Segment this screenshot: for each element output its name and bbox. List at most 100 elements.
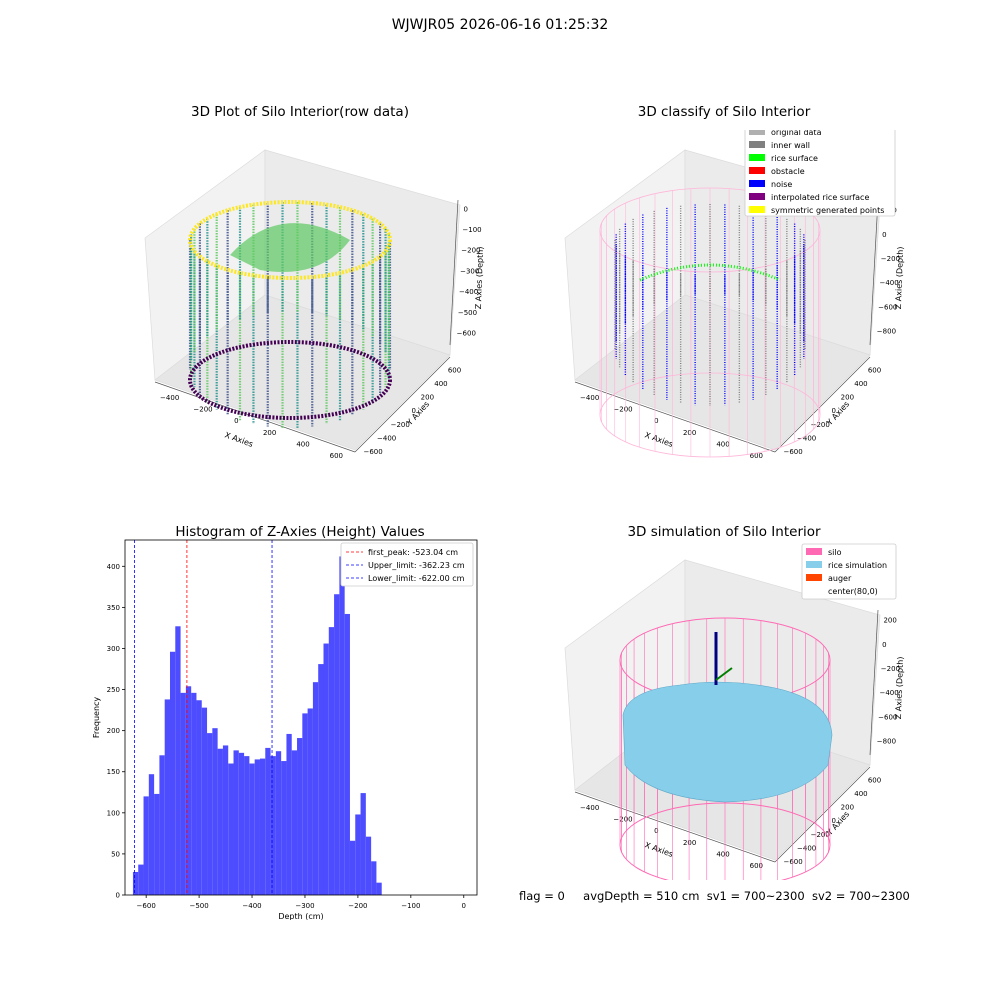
histogram-bar xyxy=(143,796,149,895)
legend-label: noise xyxy=(771,180,792,189)
simulation-3d-plot: −400−2000200400600−600−400−2000200400600… xyxy=(564,543,905,880)
x-tick-label: 0 xyxy=(462,902,466,910)
z-tick-label: 200 xyxy=(883,617,896,625)
top-ring-points xyxy=(188,200,392,280)
y-axis-label: Y Axies xyxy=(404,400,431,428)
rice-surface xyxy=(622,681,833,803)
plot-frame xyxy=(124,539,478,896)
histogram-bar xyxy=(212,728,218,895)
histogram-bar xyxy=(154,793,160,895)
x-tick-label: 400 xyxy=(296,441,309,449)
auger-arm xyxy=(715,667,733,681)
histogram-bar xyxy=(180,692,186,895)
z-tick-label: −500 xyxy=(458,309,477,317)
histogram-bar xyxy=(138,864,144,895)
x-tick-label: 200 xyxy=(683,839,696,847)
histogram-bar xyxy=(169,651,176,895)
legend-label: original data xyxy=(771,130,822,137)
z-tick-label: −100 xyxy=(462,226,481,234)
z-tick-label: 0 xyxy=(882,641,886,649)
z-tick-label: −600 xyxy=(878,713,897,721)
y-tick-label: 400 xyxy=(854,790,867,798)
legend-swatch xyxy=(806,574,822,581)
histogram-bar xyxy=(244,756,250,895)
y-tick-label: 200 xyxy=(421,394,434,402)
histogram-bar xyxy=(344,613,350,895)
y-tick-label: 100 xyxy=(107,809,120,817)
y-tick-label: −400 xyxy=(797,844,816,852)
z-tick-label: 0 xyxy=(464,205,468,213)
x-tick-label: −100 xyxy=(401,902,420,910)
histogram-bar xyxy=(349,840,356,895)
x-tick-label: 600 xyxy=(330,452,343,460)
x-tick-label: −200 xyxy=(613,816,632,824)
x-tick-label: 200 xyxy=(683,429,696,437)
legend-label: inner wall xyxy=(771,141,810,150)
histogram-bar xyxy=(265,747,271,895)
histogram-bar xyxy=(307,708,313,895)
y-tick-label: −400 xyxy=(377,434,396,442)
histogram-bar xyxy=(275,751,282,895)
x-tick-label: −200 xyxy=(193,406,212,414)
sv1-text: sv1 = 700~2300 xyxy=(706,889,805,903)
legend-label: obstacle xyxy=(771,167,805,176)
panel4-title: 3D simulation of Silo Interior xyxy=(627,524,821,540)
histogram-bar xyxy=(254,759,260,895)
silo-ring xyxy=(619,802,831,880)
panel3-title: Histogram of Z-Axies (Height) Values xyxy=(175,524,425,540)
z-axis-label: Z Axies (Depth) xyxy=(894,656,905,719)
x-axis-label: X Axies xyxy=(643,430,674,449)
legend-swatch xyxy=(749,167,765,174)
histogram-chart: −600 −500 −400 −300 −200 −100 0 0 50 100 150 200 250… xyxy=(92,539,478,920)
x-axis-label: X Axies xyxy=(223,430,254,449)
histogram-bar xyxy=(270,756,276,895)
histogram-bar xyxy=(371,861,377,895)
legend-label: auger xyxy=(828,574,852,583)
legend-swatch xyxy=(749,193,765,200)
legend-box xyxy=(340,542,474,587)
legend-label: symmetric generated points xyxy=(771,206,884,215)
surface-points xyxy=(230,223,350,272)
histogram-bar xyxy=(159,755,165,895)
x-tick-label: 200 xyxy=(263,429,276,437)
y-tick-label: 200 xyxy=(107,727,120,735)
y-tick-label: 0 xyxy=(412,407,416,415)
z-axis-label: Z Axies (Depth) xyxy=(474,246,485,309)
legend-label: first_peak: -523.04 cm xyxy=(368,548,458,557)
histogram-bar xyxy=(318,664,324,895)
histogram-bar xyxy=(259,758,266,895)
legend-label: Lower_limit: -622.00 cm xyxy=(368,574,465,583)
histogram-bar xyxy=(286,733,292,895)
y-axis-label: Y Axies xyxy=(824,400,851,428)
y-tick-label: 400 xyxy=(434,380,447,388)
x-tick-label: 600 xyxy=(750,452,763,460)
simulation xyxy=(619,617,833,880)
bottom-ring-points xyxy=(188,340,392,420)
x-axis-line xyxy=(574,381,776,453)
y-tick-label: 0 xyxy=(832,817,836,825)
histogram-bar xyxy=(222,745,229,895)
panel1-title: 3D Plot of Silo Interior(row data) xyxy=(191,104,409,120)
z-tick-label: −600 xyxy=(878,303,897,311)
histogram-bar xyxy=(323,643,329,895)
x-tick-label: 0 xyxy=(234,417,238,425)
z-tick-label: −400 xyxy=(459,288,478,296)
x-tick-label: 0 xyxy=(654,827,658,835)
y-axis-line xyxy=(774,356,871,453)
z-tick-label: −200 xyxy=(881,665,900,673)
legend-label: silo xyxy=(828,548,842,557)
z-tick-label: 0 xyxy=(882,231,886,239)
x-tick-label: 600 xyxy=(750,862,763,870)
histogram-bar xyxy=(360,793,366,895)
flag-text: flag = 0 xyxy=(519,889,565,903)
z-tick-label: −200 xyxy=(461,247,480,255)
histogram-bar xyxy=(164,699,170,895)
x-tick-label: 0 xyxy=(654,417,658,425)
y-tick-label: −600 xyxy=(363,448,382,456)
y-tick-label: 200 xyxy=(841,804,854,812)
legend-label: rice surface xyxy=(771,154,818,163)
classify-3d-plot: −400−2000200400600−600−400−2000200400600… xyxy=(564,130,905,460)
legend-box xyxy=(801,543,897,600)
x-tick-label: −200 xyxy=(613,406,632,414)
y-tick-label: 50 xyxy=(111,850,120,858)
